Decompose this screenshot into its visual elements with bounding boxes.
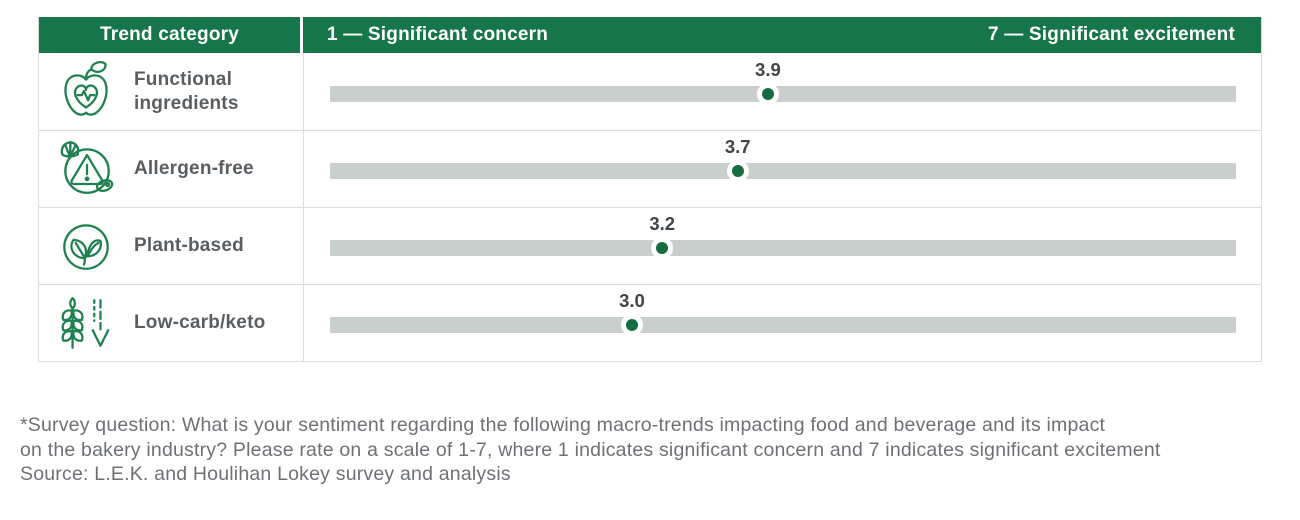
allergen-warning-icon (54, 138, 118, 200)
rating-dot (756, 82, 779, 105)
wheat-down-arrow-icon (54, 292, 118, 354)
category-cell: Functional ingredients (39, 53, 303, 130)
category-label: Plant-based (134, 235, 244, 257)
footnote-line: on the bakery industry? Please rate on a… (20, 438, 1161, 461)
rating-value: 3.0 (619, 290, 645, 311)
footnote: *Survey question: What is your sentiment… (20, 413, 1290, 487)
table-header: Trend category 1 — Significant concern 7… (39, 17, 1261, 53)
footnote-line: Source: L.E.K. and Houlihan Lokey survey… (20, 463, 511, 485)
table-row: Functional ingredients 3.9 (39, 53, 1261, 130)
rating-dot (651, 237, 674, 259)
rating-track: 3.0 (330, 290, 1236, 336)
category-cell: Allergen-free (39, 131, 303, 207)
plant-leaves-icon (54, 215, 118, 277)
rating-dot (620, 314, 643, 336)
rating-cell: 3.0 (303, 285, 1261, 361)
category-label: Allergen-free (134, 158, 254, 180)
trend-category-header: Trend category (39, 17, 303, 53)
scale-header: 1 — Significant concern 7 — Significant … (303, 17, 1261, 53)
rating-value: 3.2 (649, 213, 676, 234)
rating-track: 3.2 (330, 213, 1236, 259)
category-cell: Low-carb/keto (39, 285, 303, 361)
rating-track: 3.7 (330, 136, 1236, 182)
table-row: Allergen-free 3.7 (39, 130, 1261, 207)
apple-heart-pulse-icon (54, 60, 118, 123)
table-row: Low-carb/keto 3.0 (39, 284, 1261, 361)
footnote-line: *Survey question: What is your sentiment… (20, 414, 1106, 436)
scale-max-label: 7 — Significant excitement (988, 24, 1235, 45)
table-row: Plant-based 3.2 (39, 207, 1261, 284)
rating-cell: 3.7 (303, 131, 1261, 207)
category-label: Low-carb/keto (134, 312, 266, 334)
rating-track: 3.9 (330, 59, 1236, 105)
trend-sentiment-table: Trend category 1 — Significant concern 7… (38, 17, 1262, 362)
rating-dot (726, 160, 749, 182)
rating-value: 3.7 (724, 136, 751, 157)
rating-cell: 3.9 (303, 53, 1261, 130)
category-label: Functional ingredients (134, 69, 239, 114)
category-cell: Plant-based (39, 208, 303, 284)
rating-cell: 3.2 (303, 208, 1261, 284)
rating-value: 3.9 (755, 58, 781, 80)
scale-min-label: 1 — Significant concern (327, 24, 549, 45)
